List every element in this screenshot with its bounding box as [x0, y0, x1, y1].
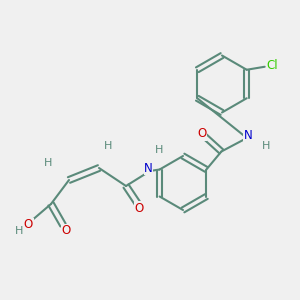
- Text: H: H: [44, 158, 52, 169]
- Text: N: N: [244, 128, 253, 142]
- Text: O: O: [61, 224, 70, 238]
- Text: O: O: [135, 202, 144, 215]
- Text: H: H: [262, 140, 271, 151]
- Text: H: H: [15, 226, 24, 236]
- Text: O: O: [197, 127, 206, 140]
- Text: O: O: [24, 218, 33, 232]
- Text: Cl: Cl: [266, 59, 278, 72]
- Text: H: H: [155, 145, 163, 155]
- Text: N: N: [144, 161, 153, 175]
- Text: H: H: [104, 140, 112, 151]
